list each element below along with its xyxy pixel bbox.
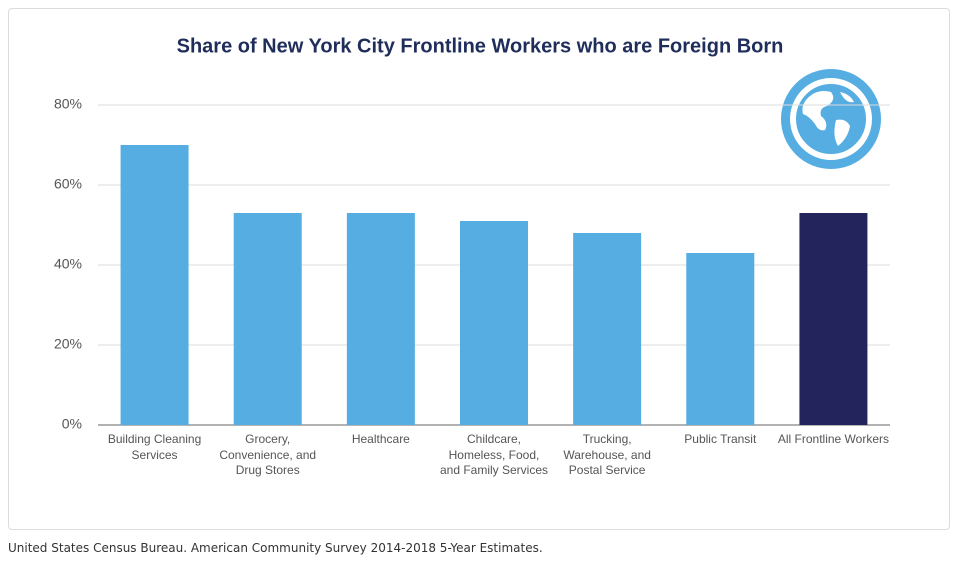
chart: Share of New York City Frontline Workers… (54, 35, 890, 432)
x-tick-label: All Frontline Workers (777, 432, 889, 446)
x-tick-label: Trucking, Warehouse, and Postal Service (563, 432, 651, 477)
y-tick-label: 0% (62, 416, 82, 432)
y-tick-label: 60% (54, 176, 82, 192)
bar (233, 213, 302, 425)
globe-icon (781, 69, 881, 169)
bar (686, 253, 755, 425)
bar (460, 221, 528, 425)
y-tick-label: 80% (54, 96, 82, 112)
x-tick-label: Childcare, Homeless, Food, and Family Se… (439, 432, 549, 477)
bar (573, 233, 642, 425)
chart-card (8, 8, 950, 530)
bar (346, 213, 415, 425)
bar (120, 145, 189, 425)
x-tick-label: Healthcare (351, 432, 410, 446)
chart-title: Share of New York City Frontline Workers… (177, 35, 784, 57)
bar (799, 213, 868, 425)
y-tick-label: 40% (54, 256, 82, 272)
x-tick-label: Grocery, Convenience, and Drug Stores (219, 432, 317, 477)
x-tick-label: Public Transit (684, 432, 757, 446)
x-tick-label: Building Cleaning Services (107, 432, 202, 462)
y-tick-label: 20% (54, 336, 82, 352)
source-note: United States Census Bureau. American Co… (8, 541, 543, 555)
